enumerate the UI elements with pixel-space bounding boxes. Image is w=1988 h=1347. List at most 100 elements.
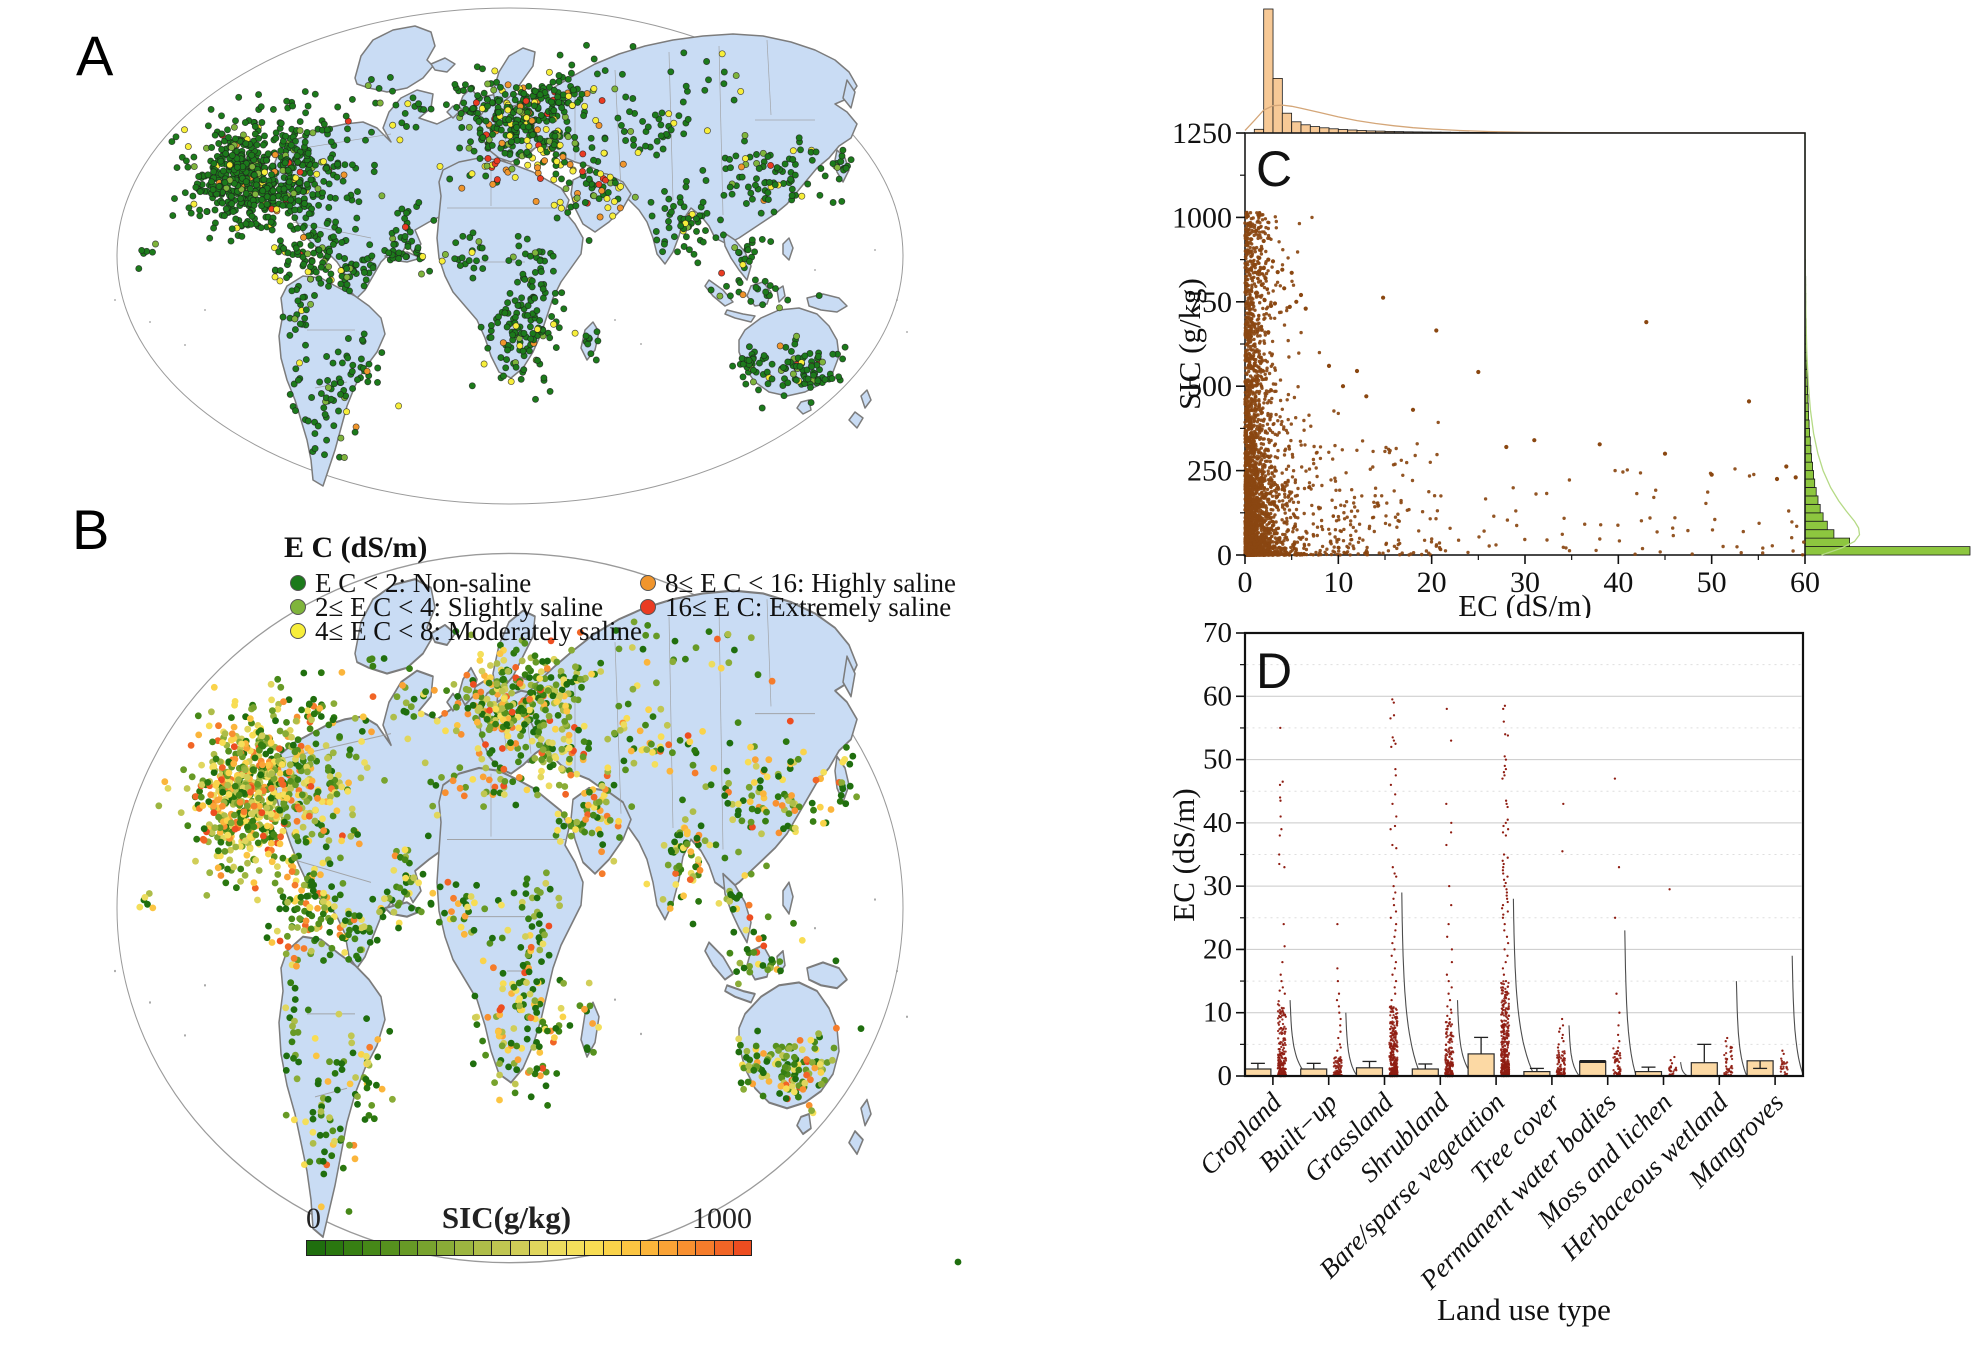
- data-point: [504, 703, 512, 710]
- data-point: [307, 300, 315, 308]
- data-point: [368, 252, 376, 260]
- data-point: [312, 806, 319, 814]
- data-point: [273, 752, 281, 760]
- data-point: [507, 138, 515, 146]
- data-point: [293, 833, 301, 840]
- data-point: [479, 773, 487, 781]
- data-point: [750, 1066, 758, 1074]
- data-point: [533, 894, 541, 902]
- data-point: [626, 108, 633, 116]
- data-point: [301, 200, 308, 207]
- data-point: [590, 85, 598, 93]
- data-point: [699, 238, 707, 246]
- data-point: [289, 1022, 296, 1030]
- data-point: [345, 956, 353, 963]
- data-point: [308, 257, 316, 265]
- data-point: [590, 1048, 597, 1056]
- data-point: [432, 782, 440, 789]
- data-point: [320, 889, 327, 897]
- data-point: [643, 746, 651, 753]
- data-point: [257, 103, 265, 111]
- data-point: [320, 1170, 328, 1178]
- data-point: [532, 713, 540, 720]
- data-point: [227, 192, 235, 200]
- data-point: [751, 181, 759, 189]
- data-point: [276, 806, 284, 814]
- data-point: [514, 301, 522, 309]
- data-point: [630, 618, 638, 626]
- data-point: [284, 932, 291, 940]
- data-point: [304, 102, 312, 110]
- data-point: [214, 847, 222, 855]
- top-hist-bar: [1300, 124, 1311, 134]
- data-point: [366, 1043, 374, 1051]
- data-point: [520, 366, 528, 374]
- data-point: [522, 933, 529, 940]
- data-point: [492, 705, 500, 713]
- data-point: [751, 276, 759, 284]
- data-point: [479, 265, 487, 273]
- data-point: [572, 826, 579, 833]
- data-point: [244, 725, 252, 733]
- colorbar-segment: [380, 1240, 400, 1256]
- data-point: [520, 707, 527, 715]
- data-point: [730, 928, 738, 936]
- data-point: [291, 984, 299, 992]
- data-point: [741, 137, 748, 145]
- data-point: [712, 841, 720, 849]
- data-point: [586, 788, 593, 796]
- data-point: [537, 268, 545, 276]
- data-point: [320, 404, 328, 412]
- data-point: [766, 282, 774, 290]
- data-point: [343, 136, 351, 144]
- data-point: [842, 800, 850, 808]
- data-point: [590, 811, 597, 819]
- data-point: [481, 905, 489, 913]
- data-point: [215, 140, 223, 147]
- data-point: [557, 204, 565, 212]
- data-point: [718, 269, 726, 277]
- data-point: [381, 895, 388, 903]
- data-point: [190, 200, 198, 208]
- data-point: [598, 97, 606, 105]
- legend-item-moderately-saline: 4≤ E C < 8: Moderately saline: [290, 616, 642, 646]
- data-point: [525, 142, 533, 150]
- data-point: [427, 105, 435, 113]
- data-point: [331, 895, 339, 903]
- data-point: [469, 229, 477, 237]
- data-point: [1280, 263, 1285, 267]
- data-point: [553, 214, 561, 222]
- data-point: [741, 131, 749, 139]
- data-point: [374, 378, 381, 386]
- data-point: [241, 872, 249, 879]
- data-point: [490, 788, 498, 796]
- data-point: [373, 1081, 380, 1089]
- data-point: [279, 854, 287, 862]
- data-point: [535, 1043, 543, 1050]
- data-point: [467, 631, 475, 639]
- data-point: [270, 831, 278, 838]
- data-point: [599, 841, 607, 848]
- data-point: [258, 196, 266, 204]
- data-point: [283, 813, 291, 821]
- data-point: [536, 911, 544, 919]
- data-point: [498, 139, 506, 147]
- data-point: [657, 705, 665, 713]
- panel-b-label: B: [72, 498, 110, 561]
- data-point: [550, 201, 558, 209]
- data-point: [190, 163, 198, 171]
- data-point: [1266, 233, 1271, 238]
- data-point: [561, 718, 569, 725]
- data-point: [255, 867, 263, 874]
- data-point: [352, 753, 360, 761]
- data-point: [452, 727, 460, 735]
- data-point: [661, 205, 669, 212]
- data-point: [336, 1125, 344, 1133]
- data-point: [441, 789, 449, 797]
- data-point: [721, 854, 729, 862]
- data-point: [1248, 211, 1253, 215]
- data-point: [295, 197, 302, 205]
- data-point: [768, 360, 776, 368]
- data-point: [726, 183, 734, 191]
- data-point: [483, 162, 491, 170]
